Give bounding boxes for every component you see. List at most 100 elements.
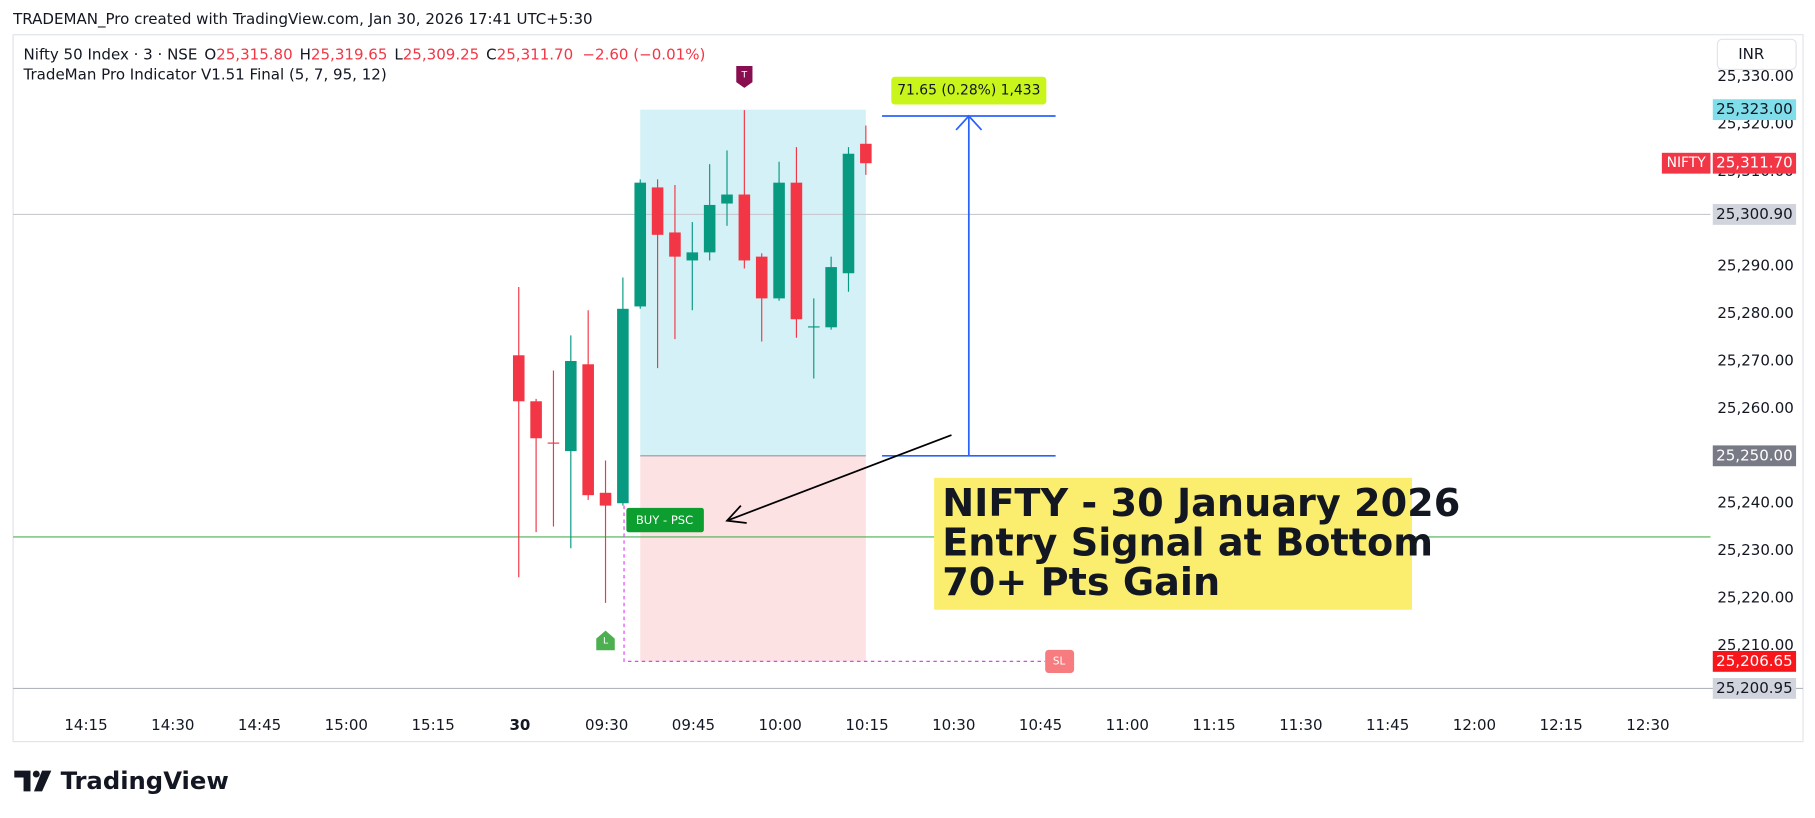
annotation-line: Entry Signal at Bottom [942, 521, 1433, 565]
price-label: 25,311.70 [1716, 154, 1793, 172]
price-label-box [1712, 99, 1797, 121]
measure-arrow-head [955, 114, 983, 131]
ohlc-key: L [394, 45, 403, 63]
x-tick-label: 11:00 [1106, 716, 1149, 734]
x-tick-label: 10:15 [845, 716, 888, 734]
logo-mark [33, 770, 52, 792]
ohlc-value: 25,319.65 [311, 45, 388, 63]
price-label: 25,323.00 [1716, 100, 1793, 118]
x-tick-label: 12:15 [1540, 716, 1583, 734]
candle-body [669, 232, 681, 257]
price-label: 25,250.00 [1716, 446, 1793, 464]
candle-body [738, 194, 751, 261]
logo-mark [32, 770, 40, 778]
change: −2.60 (−0.01%) [582, 45, 705, 63]
candle-body [686, 252, 699, 261]
x-tick-label: 15:15 [411, 716, 454, 734]
annotation-line: 70+ Pts Gain [942, 561, 1220, 605]
candle-body [721, 194, 733, 204]
legend-ohlc: Nifty 50 Index · 3 · NSE O25,315.80 H25,31… [24, 45, 706, 63]
x-tick-label: 11:45 [1366, 716, 1409, 734]
y-tick-label: 25,260.00 [1717, 399, 1794, 417]
currency-button[interactable] [1716, 38, 1797, 70]
candle-body [755, 256, 768, 299]
pointer-arrow [726, 434, 952, 522]
y-tick-label: 25,330.00 [1717, 67, 1794, 85]
y-tick-label: 25,290.00 [1717, 257, 1794, 275]
buy-signal-label: BUY - PSC [636, 513, 693, 527]
candle-body [825, 267, 837, 328]
overlays: T L BUY - PSC NIFTY - 30 January 2026 En… [596, 65, 1460, 651]
y-tick-label: 25,230.00 [1717, 541, 1794, 559]
indicator-name: TradeMan Pro Indicator V1.51 Final (5, 7… [23, 66, 387, 84]
candle-body [599, 492, 612, 506]
x-tick-label: 14:30 [151, 716, 194, 734]
x-tick-label: 14:45 [238, 716, 281, 734]
price-label-box [1712, 204, 1797, 225]
x-tick-label: 09:30 [585, 716, 628, 734]
price-label: 25,206.65 [1716, 652, 1793, 670]
logo-mark [14, 770, 31, 792]
currency[interactable]: INR [1738, 45, 1765, 63]
low-marker-label: L [603, 635, 609, 646]
x-tick-label: 14:15 [64, 716, 107, 734]
stop-loss-line [623, 505, 1046, 662]
stop-loss-tag [1045, 649, 1075, 673]
x-tick-label: 12:00 [1453, 716, 1496, 734]
symbol-tag-box [1661, 152, 1711, 174]
x-tick-label: 10:45 [1019, 716, 1062, 734]
candle-body [651, 187, 664, 235]
candle-body [703, 204, 716, 253]
low-marker [596, 630, 615, 651]
measure-label-box [891, 76, 1047, 105]
top-marker [736, 65, 753, 88]
ohlc-value: 25,309.25 [403, 45, 480, 63]
x-tick-label: 11:15 [1192, 716, 1235, 734]
price-label: 25,300.90 [1716, 205, 1793, 223]
pointer-arrow-head [725, 505, 747, 524]
top-marker-label: T [741, 70, 748, 81]
y-tick-label: 25,240.00 [1717, 494, 1794, 512]
candle-body [582, 364, 594, 496]
x-tick-label: 30 [509, 716, 530, 734]
candle-body [773, 182, 785, 299]
candle-body [530, 401, 542, 439]
annotation-line: NIFTY - 30 January 2026 [942, 482, 1460, 526]
y-tick-label: 25,220.00 [1717, 589, 1794, 607]
ohlc-key: C [486, 45, 497, 63]
position-loss [640, 455, 866, 662]
candle-body [860, 143, 872, 164]
ohlc-key: H [300, 45, 311, 63]
symbol: Nifty 50 Index · 3 · NSE [24, 45, 198, 63]
x-tick-label: 12:30 [1626, 716, 1669, 734]
brand-logo: TradingView [14, 766, 229, 795]
measure-label: 71.65 (0.28%) 1,433 [897, 83, 1040, 99]
candle-body [807, 326, 820, 328]
candle-body [790, 182, 803, 320]
x-tick-label: 10:30 [932, 716, 975, 734]
x-tick-label: 11:30 [1279, 716, 1322, 734]
price-label-box [1712, 678, 1797, 699]
price-label: 25,200.95 [1716, 679, 1793, 697]
buy-signal [626, 507, 704, 533]
brand: TradingView [61, 766, 229, 795]
y-tick-label: 25,280.00 [1717, 304, 1794, 322]
price-label-box [1712, 445, 1797, 467]
candle-body [634, 182, 647, 307]
chart-frame [12, 34, 1804, 743]
chart-pane: SL 71.65 (0.28%) 1,433 [13, 76, 1711, 673]
y-tick-label: 25,210.00 [1717, 636, 1794, 654]
candle-body [617, 308, 629, 504]
ohlc-value: 25,311.70 [497, 45, 574, 63]
candle-body [565, 360, 577, 452]
attribution: TRADEMAN_Pro created with TradingView.co… [12, 10, 593, 29]
candle-body [547, 442, 560, 444]
candle-body [512, 355, 525, 402]
price-label-box [1712, 152, 1797, 174]
x-tick-label: 15:00 [325, 716, 368, 734]
x-tick-label: 10:00 [759, 716, 802, 734]
annotation-box [934, 477, 1412, 610]
ohlc-value: 25,315.80 [216, 45, 293, 63]
